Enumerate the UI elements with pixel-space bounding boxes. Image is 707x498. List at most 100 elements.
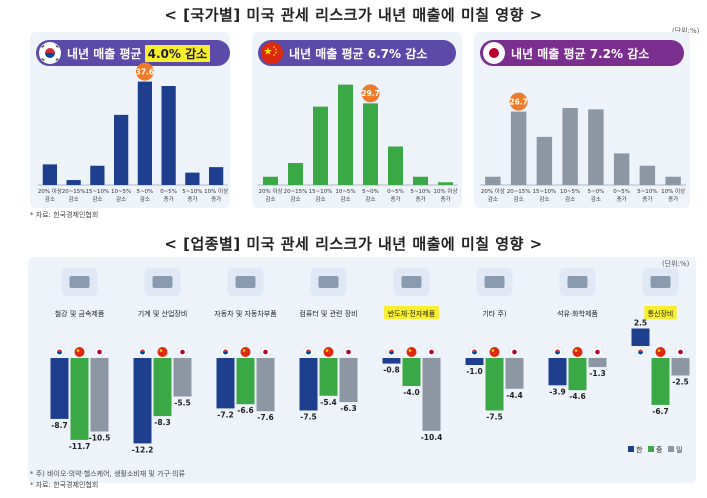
china-tick-label: 10% 이상 [433, 187, 457, 195]
korea-flag-bottom [472, 352, 477, 355]
steel-icon-glyph [69, 276, 90, 288]
china-flag-star [159, 349, 163, 352]
china-bar [288, 163, 303, 185]
industry-value-label: -6.3 [340, 404, 356, 413]
china-flag-icon [572, 347, 583, 357]
china-bar [388, 146, 403, 185]
china-average-pill: 내년 매출 평균 6.7% 감소 [258, 40, 456, 66]
china-peak-marker [361, 84, 380, 103]
industry-bar [153, 358, 172, 417]
industry-value-label: -6.7 [652, 407, 668, 416]
korea-tick-label: 감소 [92, 196, 102, 203]
china-flag-icon [240, 347, 251, 357]
china-average-label: 내년 매출 평균 6.7% 감소 [289, 46, 428, 61]
industry-name-highlight [384, 306, 439, 319]
korea-tick-label: 증가 [211, 195, 221, 203]
korea-flag-bottom [140, 352, 145, 355]
japan-bar [639, 165, 656, 185]
japan-bar [536, 136, 553, 185]
korea-flag-top [555, 349, 560, 352]
japan-bar [510, 111, 527, 185]
korea-tick-label: 증가 [164, 195, 174, 203]
industry-value-label: -4.6 [569, 392, 585, 401]
korea-tick-label: 15~10% [85, 189, 109, 195]
industry-bar [256, 358, 275, 412]
legend-label: 중 [656, 446, 663, 454]
china-tick-label: 증가 [415, 195, 425, 203]
industry-value-label: -5.4 [320, 398, 336, 407]
japan-average-label: 내년 매출 평균 7.2% 감소 [511, 46, 650, 61]
korea-flag-icon [39, 42, 61, 64]
japan-flag-sun [512, 349, 517, 355]
china-tick-label: 감소 [265, 196, 275, 203]
china-flag-star [242, 349, 246, 352]
korea-bar [185, 172, 200, 185]
industry-bar [651, 358, 670, 405]
industry-value-label: -1.0 [466, 367, 482, 376]
korea-flag-bottom [223, 352, 228, 355]
korea-bar [66, 180, 81, 185]
top-chart-title: < [국가별] 미국 관세 리스크가 내년 매출에 미칠 영향 > [164, 6, 543, 24]
japan-bar [613, 153, 630, 185]
korea-tick-label: 증가 [187, 195, 197, 203]
industry-value-label: -1.3 [589, 369, 605, 378]
china-tick-label: 감소 [290, 196, 300, 203]
japan-tick-label: 증가 [642, 195, 652, 203]
japan-bar [588, 109, 604, 185]
industry-name-highlight [644, 306, 677, 319]
industry-value-label: -3.9 [549, 387, 565, 396]
legend-swatch [628, 446, 634, 452]
china-bar [338, 84, 353, 185]
industry-bar [402, 358, 421, 386]
etc-icon-glyph [484, 276, 505, 288]
korea-tick-label: 10~5% [111, 189, 131, 195]
china-flag-icon [323, 347, 334, 357]
industry-bar [568, 358, 587, 391]
industry-bar [173, 358, 192, 397]
china-flag-star [408, 349, 412, 352]
china-tick-label: 20% 이상 [258, 187, 282, 195]
industry-bar [588, 358, 607, 368]
industry-name-label: 석유·화학제품 [557, 309, 598, 318]
industry-bar [50, 358, 69, 419]
japan-flag-sun [678, 349, 683, 355]
korea-flag-bottom [57, 352, 62, 355]
industry-bar [465, 358, 484, 365]
korea-tick-label: 감소 [140, 196, 150, 203]
industry-value-label: -8.7 [51, 421, 67, 430]
korea-bar [42, 164, 57, 185]
japan-flag-icon [483, 42, 505, 64]
japan-flag-sun [180, 349, 185, 355]
oil-barrel-icon-glyph [567, 276, 588, 288]
industry-name-label: 통신장비 [648, 309, 674, 318]
korea-flag-top [306, 349, 311, 352]
industry-value-label: 2.5 [634, 319, 647, 328]
china-flag-icon [74, 347, 85, 357]
industry-name-label: 컴퓨터 및 관련 장비 [299, 309, 357, 318]
industry-name-label: 기계 및 산업장비 [138, 309, 188, 318]
china-tick-label: 감소 [315, 196, 325, 203]
japan-tick-label: 감소 [591, 196, 601, 203]
korea-tick-label: 5~0% [136, 189, 153, 195]
korea-tick-label: 감소 [69, 196, 79, 203]
china-flag-icon [489, 347, 500, 357]
top-charts-svg: 20% 이상감소20~15%감소15~10%감소10~5%감소5~0%감소37.… [38, 62, 686, 203]
japan-tick-label: 20% 이상 [481, 187, 505, 195]
japan-tick-label: 10~5% [560, 189, 580, 195]
japan-flag-sun [429, 349, 434, 355]
korea-bar [114, 114, 129, 185]
japan-bar [665, 176, 681, 185]
japan-tick-label: 증가 [668, 195, 678, 203]
chip-icon-glyph [401, 276, 422, 288]
japan-tick-label: 5~0% [587, 189, 604, 195]
industry-name-label: 철강 및 금속제품 [55, 309, 105, 318]
korea-bar [90, 165, 105, 185]
industry-value-label: -7.5 [486, 413, 502, 422]
japan-bar [485, 176, 501, 185]
china-bar [363, 103, 378, 185]
top-source: * 자료: 한국경제인협회 [30, 211, 99, 219]
industry-value-label: -7.5 [300, 413, 316, 422]
korea-average-pill: 내년 매출 평균 4.0% 감소 [36, 40, 230, 66]
china-tick-label: 5~0% [362, 189, 379, 195]
